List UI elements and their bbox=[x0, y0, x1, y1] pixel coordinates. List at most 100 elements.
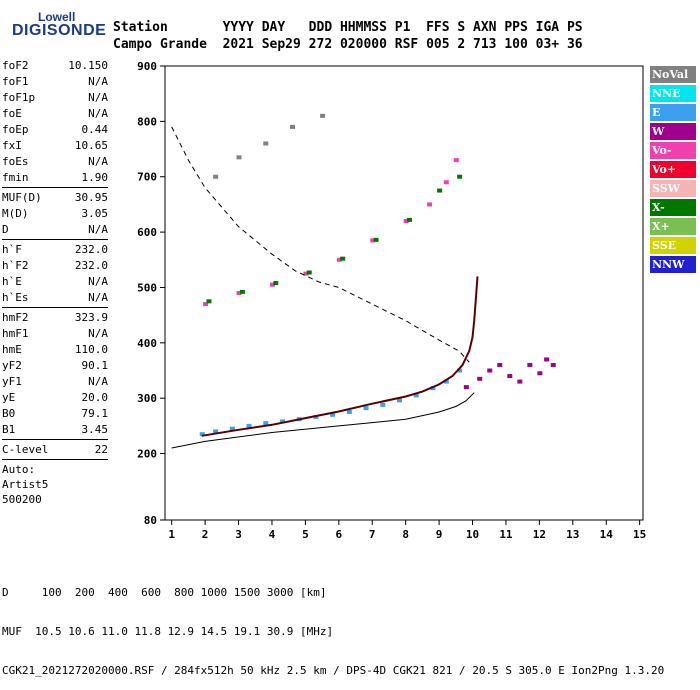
profile-line bbox=[171, 392, 475, 449]
echo-point bbox=[550, 362, 556, 367]
legend: NoVal NNE E W Vo- Vo+ SSW X- X+ SSE NNW bbox=[650, 66, 696, 275]
param-label: hmF1 bbox=[2, 327, 29, 340]
auto-code: 500200 bbox=[2, 493, 42, 506]
echo-point bbox=[517, 379, 523, 384]
echo-point bbox=[229, 426, 235, 431]
param-row: M(D) 3.05 bbox=[2, 206, 108, 222]
legend-item: NNE bbox=[650, 85, 696, 102]
echo-point bbox=[340, 256, 346, 261]
trace-lines bbox=[171, 126, 479, 449]
echo-point bbox=[203, 302, 209, 307]
param-value: 10.150 bbox=[68, 59, 108, 72]
echo-point bbox=[303, 271, 309, 276]
echo-point bbox=[373, 237, 379, 242]
param-label: h`Es bbox=[2, 291, 29, 304]
echo-point bbox=[427, 202, 433, 207]
param-row: foEp 0.44 bbox=[2, 122, 108, 138]
echo-point bbox=[239, 289, 245, 294]
param-label: yE bbox=[2, 391, 16, 404]
param-value: 232.0 bbox=[74, 243, 108, 256]
x-tick-label: 10 bbox=[466, 528, 479, 541]
x-tick-label: 2 bbox=[202, 528, 209, 541]
echo-point bbox=[206, 299, 212, 304]
echo-point bbox=[396, 398, 402, 403]
echo-point bbox=[269, 282, 275, 287]
echo-point bbox=[430, 386, 436, 391]
param-label: yF2 bbox=[2, 359, 22, 372]
x-tick-label: 1 bbox=[168, 528, 175, 541]
param-label: D bbox=[2, 223, 9, 236]
y-tick-label: 80 bbox=[144, 514, 157, 527]
x-tick-label: 9 bbox=[436, 528, 443, 541]
param-value: N/A bbox=[88, 107, 108, 120]
param-value: N/A bbox=[88, 275, 108, 288]
logo-lowell: Lowell bbox=[38, 10, 76, 24]
param-row: yE 20.0 bbox=[2, 390, 108, 406]
param-divider bbox=[2, 459, 108, 460]
param-label: yF1 bbox=[2, 375, 22, 388]
param-value: 3.05 bbox=[81, 207, 109, 220]
x-tick-label: 7 bbox=[369, 528, 376, 541]
header-labels: Station YYYY DAY DDD HHMMSS P1 FFS S AXN… bbox=[113, 20, 583, 35]
param-label: foF1p bbox=[2, 91, 36, 104]
param-value: 1.90 bbox=[81, 171, 109, 184]
param-value: 0.44 bbox=[81, 123, 109, 136]
header-values: Campo Grande 2021 Sep29 272 020000 RSF 0… bbox=[113, 37, 583, 52]
logo-digisonde: DIGISONDE bbox=[12, 22, 107, 39]
parameter-panel: foF2 10.150 foF1 N/A foF1p N/A foE N/A foEp 0.44 f… bbox=[2, 58, 108, 507]
echo-point bbox=[527, 362, 533, 367]
legend-item: E bbox=[650, 104, 696, 121]
param-row: foF1p N/A bbox=[2, 90, 108, 106]
param-value: 110.0 bbox=[74, 343, 108, 356]
legend-item: SSW bbox=[650, 180, 696, 197]
x-tick-label: 13 bbox=[566, 528, 579, 541]
param-label: foE bbox=[2, 107, 22, 120]
o-trace-line bbox=[201, 276, 479, 437]
y-tick-label: 800 bbox=[137, 115, 157, 128]
y-tick-label: 200 bbox=[137, 448, 157, 461]
echo-point bbox=[403, 219, 409, 224]
param-row: hmE 110.0 bbox=[2, 342, 108, 358]
param-row: hmF1 N/A bbox=[2, 326, 108, 342]
echo-point bbox=[363, 406, 369, 411]
legend-item: W bbox=[650, 123, 696, 140]
param-value: N/A bbox=[88, 223, 108, 236]
param-label: M(D) bbox=[2, 207, 29, 220]
param-row: h`F 232.0 bbox=[2, 242, 108, 258]
echo-point bbox=[537, 371, 543, 376]
param-row: h`Es N/A bbox=[2, 290, 108, 306]
param-value: 22 bbox=[94, 443, 108, 456]
param-row: D N/A bbox=[2, 222, 108, 238]
param-row: foEs N/A bbox=[2, 154, 108, 170]
param-divider bbox=[2, 307, 108, 308]
param-label: hmF2 bbox=[2, 311, 29, 324]
echo-point bbox=[370, 238, 376, 243]
legend-item: SSE bbox=[650, 237, 696, 254]
echo-point bbox=[437, 188, 443, 193]
echo-point bbox=[273, 281, 279, 286]
echo-point bbox=[457, 174, 463, 179]
footer-distance: D 100 200 400 600 800 1000 1500 3000 [km… bbox=[2, 586, 327, 599]
y-tick-label: 600 bbox=[137, 226, 157, 239]
muf-dashed-line bbox=[171, 126, 470, 363]
param-label: foEp bbox=[2, 123, 29, 136]
echo-point bbox=[306, 270, 312, 275]
param-row: h`E N/A bbox=[2, 274, 108, 290]
echo-point bbox=[199, 432, 205, 437]
echo-point bbox=[487, 368, 493, 373]
echo-point bbox=[213, 429, 219, 434]
param-label: fxI bbox=[2, 139, 22, 152]
param-label: h`E bbox=[2, 275, 22, 288]
y-tick-label: 500 bbox=[137, 281, 157, 294]
param-row: yF2 90.1 bbox=[2, 358, 108, 374]
echo-point bbox=[290, 124, 296, 129]
param-value: 79.1 bbox=[81, 407, 109, 420]
param-label: MUF(D) bbox=[2, 191, 42, 204]
echo-point bbox=[380, 402, 386, 407]
legend-item: Vo- bbox=[650, 142, 696, 159]
x-tick-label: 6 bbox=[336, 528, 343, 541]
echo-point bbox=[443, 379, 449, 384]
echo-point bbox=[443, 180, 449, 185]
echo-point bbox=[330, 412, 336, 417]
